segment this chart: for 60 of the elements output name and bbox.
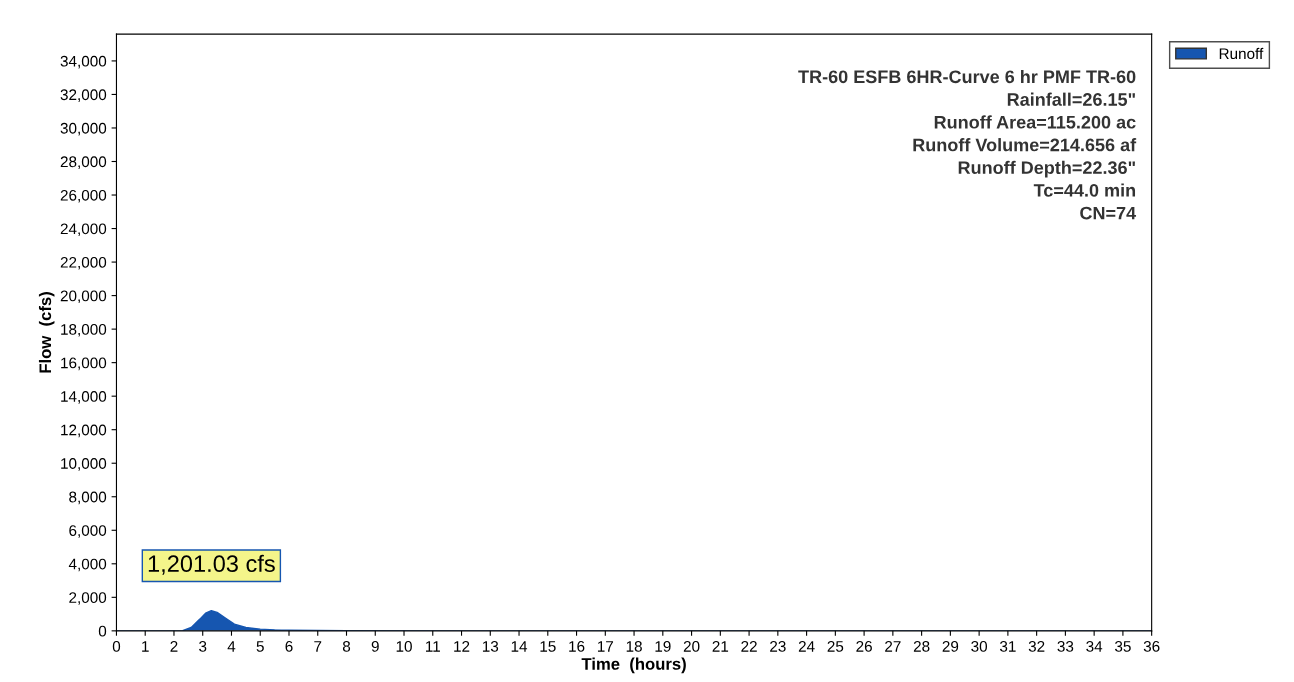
y-tick-label: 6,000 <box>69 525 107 538</box>
legend-label: Runoff <box>1219 47 1264 60</box>
x-tick-label: 9 <box>371 640 379 652</box>
x-tick-label: 30 <box>971 640 988 652</box>
x-tick-label: 28 <box>913 640 930 652</box>
x-tick-label: 22 <box>741 640 757 652</box>
x-axis-title: Time (hours) <box>581 657 686 674</box>
y-tick-label: 18,000 <box>61 323 107 337</box>
x-tick-label: 4 <box>227 641 236 652</box>
y-tick-label: 28,000 <box>60 156 107 169</box>
x-tick-label: 15 <box>540 641 556 652</box>
x-tick-label: 10 <box>396 640 412 652</box>
x-tick-label: 3 <box>199 640 207 652</box>
x-tick-label: 32 <box>1028 640 1045 652</box>
y-tick-label: 20,000 <box>60 290 107 304</box>
y-tick-label: 24,000 <box>60 223 107 237</box>
y-tick-label: 14,000 <box>61 391 107 404</box>
x-tick-label: 16 <box>569 640 585 652</box>
x-tick-label: 34 <box>1086 640 1103 652</box>
x-tick-label: 33 <box>1057 640 1074 652</box>
y-tick-label: 26,000 <box>60 189 107 203</box>
x-tick-label: 6 <box>285 640 293 652</box>
y-tick-label: 22,000 <box>60 256 107 270</box>
y-tick-label: 10,000 <box>61 458 107 471</box>
y-tick-label: 32,000 <box>60 89 107 102</box>
x-tick-label: 12 <box>454 640 470 652</box>
x-tick-label: 23 <box>770 640 786 652</box>
x-tick-label: 2 <box>170 640 178 652</box>
y-tick-label: 4,000 <box>68 558 107 572</box>
x-tick-label: 11 <box>426 641 440 652</box>
x-tick-label: 27 <box>885 640 901 652</box>
x-tick-label: 26 <box>856 640 872 652</box>
annotation: 1,201.03 cfs <box>148 554 275 575</box>
x-tick-label: 24 <box>798 640 815 652</box>
x-tick-label: 1 <box>142 641 149 652</box>
x-tick-label: 14 <box>511 641 528 652</box>
x-tick-label: 13 <box>482 640 499 652</box>
x-tick-label: 8 <box>342 640 351 652</box>
x-tick-label: 25 <box>827 640 844 652</box>
x-tick-label: 5 <box>256 641 264 652</box>
x-tick-label: 18 <box>626 640 642 652</box>
x-tick-label: 0 <box>112 640 121 652</box>
annotation: TR-60 ESFB 6HR-Curve 6 hr PMF TR-60 Rainfall=26.15" Runoff Area=115.200 ac Runoff Volume=214.656 af Runoff Depth=22.36" Tc=44.0 min CN=74 <box>798 69 1137 220</box>
x-tick-label: 20 <box>683 640 700 652</box>
x-tick-label: 17 <box>597 641 614 652</box>
x-tick-label: 31 <box>999 640 1016 652</box>
y-tick-label: 0 <box>98 625 107 637</box>
x-tick-label: 7 <box>314 641 322 652</box>
x-tick-label: 21 <box>712 640 729 652</box>
x-tick-label: 35 <box>1114 640 1131 652</box>
y-tick-label: 16,000 <box>61 357 107 371</box>
y-tick-label: 2,000 <box>69 592 107 605</box>
y-tick-label: 8,000 <box>69 491 107 505</box>
x-tick-label: 19 <box>655 640 671 652</box>
y-tick-label: 12,000 <box>61 424 107 438</box>
y-axis-title: Flow (cfs) <box>38 292 55 373</box>
x-tick-label: 36 <box>1143 640 1160 652</box>
y-tick-label: 30,000 <box>60 122 107 136</box>
x-tick-label: 29 <box>942 640 959 652</box>
y-tick-label: 34,000 <box>60 55 107 69</box>
